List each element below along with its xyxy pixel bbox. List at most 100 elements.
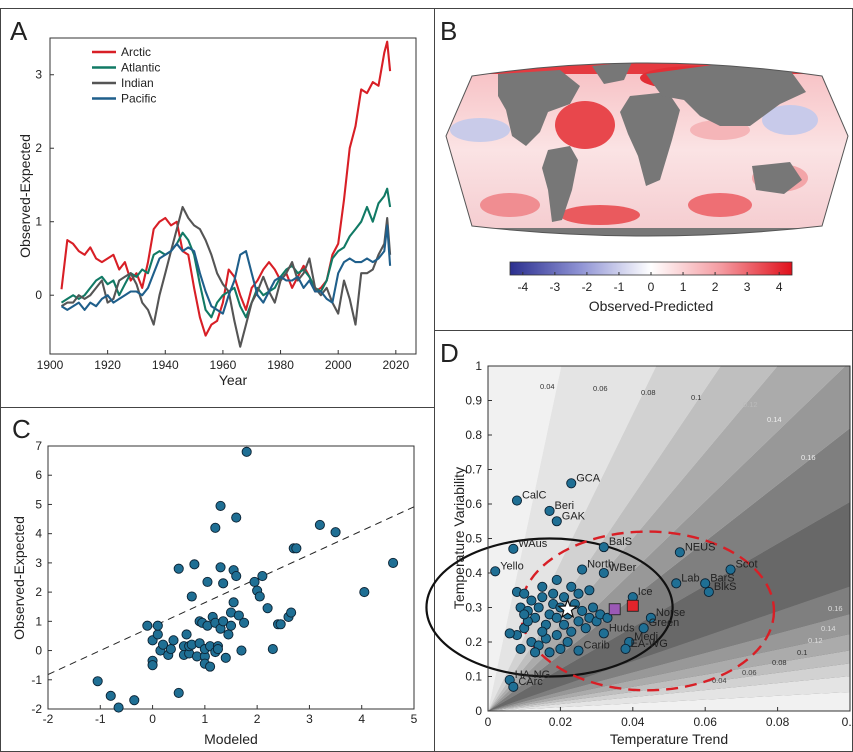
chart-c-ytick-label: 1 xyxy=(35,614,42,628)
ellipse-black xyxy=(425,537,674,678)
chart-a-ytick-label: 1 xyxy=(35,215,42,229)
chart-c-xtick-label: 3 xyxy=(306,712,313,726)
star-marker xyxy=(556,597,579,619)
point-label: HA-NG xyxy=(515,669,550,681)
scatter-point xyxy=(526,595,537,606)
scatter-point xyxy=(152,620,163,631)
chart-b-map: -4 -3 -2 -1 0 1 2 3 4 Observed-Predicted xyxy=(445,62,849,314)
scatter-point xyxy=(314,519,325,530)
point-label: GCA xyxy=(576,472,601,484)
scatter-point xyxy=(291,543,302,554)
scatter-point xyxy=(210,522,221,533)
point-label: Lab xyxy=(681,572,699,584)
chart-d-ytick-label: 0.9 xyxy=(465,394,482,408)
chart-d-ytick-label: 0.6 xyxy=(465,497,482,511)
scatter-point xyxy=(239,617,250,628)
chart-c-ytick-label: 4 xyxy=(35,527,42,541)
contour-label-lower: 0.06 xyxy=(742,668,757,677)
point-label: WBer xyxy=(609,562,637,574)
scatter-point-labeled xyxy=(598,542,609,553)
scatter-point xyxy=(537,581,548,592)
scatter-point xyxy=(173,687,184,698)
scatter-point xyxy=(215,562,226,573)
contour-band xyxy=(488,366,657,711)
chart-c-ytick-label: -1 xyxy=(31,673,42,687)
chart-a-xtick-label: 1980 xyxy=(267,358,294,372)
panel-label-d: D xyxy=(440,338,459,368)
chart-d-ylabel: Temperature Variability xyxy=(451,467,467,609)
series-line-arctic xyxy=(60,40,392,337)
scatter-point xyxy=(530,647,541,658)
chart-d-xlabel: Temperature Trend xyxy=(610,731,728,747)
scatter-point xyxy=(165,644,176,655)
panel-label-a: A xyxy=(10,16,28,46)
point-label: WAus xyxy=(518,538,547,550)
scatter-point-labeled xyxy=(598,628,609,639)
scatter-point xyxy=(262,603,273,614)
point-label: BalS xyxy=(609,536,632,548)
chart-c-xtick-label: -2 xyxy=(43,712,54,726)
map-frame xyxy=(445,62,849,237)
scatter-point xyxy=(580,623,591,634)
contour-label-upper: 0.16 xyxy=(801,453,816,462)
legend-label-indian: Indian xyxy=(121,76,154,90)
scatter-point-labeled xyxy=(508,681,519,692)
scatter-point xyxy=(236,645,247,656)
contour-band xyxy=(488,676,850,711)
point-label: Ice xyxy=(638,586,653,598)
scatter-point xyxy=(257,570,268,582)
colorbar-tick-label: 4 xyxy=(776,280,783,294)
point-label: Norse xyxy=(656,607,685,619)
chart-d-ytick-label: 0.3 xyxy=(465,601,482,615)
scatter-point-labeled xyxy=(620,643,631,654)
chart-a-xtick-label: 2000 xyxy=(325,358,352,372)
scatter-point-labeled xyxy=(544,505,555,516)
chart-a-ylabel: Observed-Expected xyxy=(17,134,33,258)
scatter-point xyxy=(218,616,229,627)
scatter-point xyxy=(275,619,286,630)
scatter-point-labeled xyxy=(573,645,584,656)
chart-c-xtick-label: -1 xyxy=(95,712,106,726)
chart-c-xtick-label: 2 xyxy=(254,712,261,726)
scatter-point-labeled xyxy=(638,623,649,634)
contour-label-lower: 0.12 xyxy=(808,636,823,645)
colorbar-tick-label: 3 xyxy=(744,280,751,294)
chart-c-xtick-label: 4 xyxy=(358,712,365,726)
scatter-point-labeled xyxy=(703,586,714,598)
chart-d-ytick-label: 0 xyxy=(475,704,482,718)
colorbar-tick-label: -3 xyxy=(550,280,561,294)
legend-label-atlantic: Atlantic xyxy=(121,61,160,75)
contour-band xyxy=(488,634,850,711)
fit-line xyxy=(47,506,415,675)
scatter-point xyxy=(218,578,229,589)
point-label: Green xyxy=(649,617,680,629)
chart-a-xtick-label: 1920 xyxy=(94,358,121,372)
scatter-point xyxy=(515,643,526,654)
contour-label-lower: 0.08 xyxy=(772,658,787,667)
chart-d-ytick-label: 0.5 xyxy=(465,532,482,546)
scatter-point xyxy=(142,620,153,631)
chart-d-markers xyxy=(556,597,639,619)
chart-d-xtick-label: 0.06 xyxy=(694,715,718,729)
chart-a-xlabel: Year xyxy=(219,372,248,388)
point-label: Carib xyxy=(584,640,610,652)
scatter-point xyxy=(566,626,577,637)
scatter-point-labeled xyxy=(725,564,736,575)
colorbar-tick-label: -2 xyxy=(582,280,593,294)
contour-label-lower: 0.16 xyxy=(828,604,843,613)
scatter-point xyxy=(173,563,184,574)
point-label: CalC xyxy=(522,490,547,502)
contour-label-upper: 0.08 xyxy=(641,388,656,397)
scatter-point xyxy=(548,588,559,599)
contour-band xyxy=(488,692,850,711)
scatter-point xyxy=(537,626,548,637)
chart-c-xtick-label: 0 xyxy=(149,712,156,726)
scatter-point xyxy=(113,702,124,713)
scatter-point xyxy=(558,592,570,603)
chart-a-ticks: 1900 1920 1940 1960 1980 2000 2020 0 1 2 3 xyxy=(35,68,409,372)
point-label: Huds xyxy=(609,622,635,634)
contour-label-upper: 0.12 xyxy=(743,400,758,409)
chart-c-ytick-label: 7 xyxy=(35,439,42,453)
